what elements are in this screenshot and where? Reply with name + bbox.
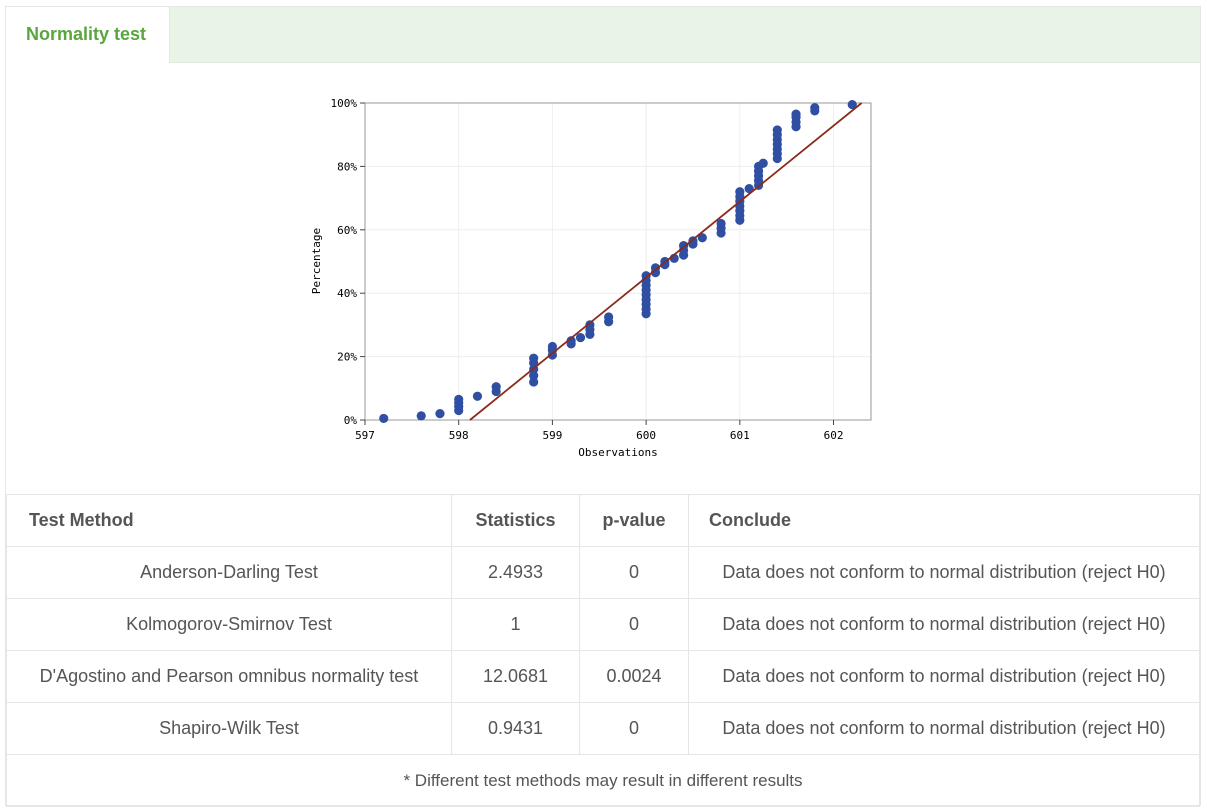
cell-method: Kolmogorov-Smirnov Test xyxy=(6,598,452,651)
data-point xyxy=(735,187,745,197)
y-tick-label: 0% xyxy=(344,414,358,427)
grid xyxy=(364,102,871,421)
table-row: Anderson-Darling Test 2.4933 0 Data does… xyxy=(6,546,1200,599)
data-point xyxy=(604,312,614,322)
cell-method: D'Agostino and Pearson omnibus normality… xyxy=(6,650,452,703)
cell-method: Shapiro-Wilk Test xyxy=(6,702,452,755)
data-point xyxy=(641,271,651,281)
data-point xyxy=(697,233,707,243)
data-point xyxy=(791,109,801,119)
cell-statistics: 0.9431 xyxy=(451,702,580,755)
cell-p-value: 0 xyxy=(579,598,689,651)
cell-p-value: 0 xyxy=(579,546,689,599)
tab-bar: Normality test xyxy=(6,7,1200,63)
data-point xyxy=(575,332,586,343)
data-point xyxy=(585,320,595,330)
data-point xyxy=(529,377,539,387)
header-test-method: Test Method xyxy=(6,494,452,547)
data-point xyxy=(744,183,754,194)
table-row: Kolmogorov-Smirnov Test 1 0 Data does no… xyxy=(6,598,1200,651)
ticks: 597 598 599 600 601 602 0% 20% 40% 60% 80% 100% xyxy=(331,97,844,442)
table-row: D'Agostino and Pearson omnibus normality… xyxy=(6,650,1200,703)
x-tick-label: 597 xyxy=(355,429,375,442)
probability-plot-svg: 597 598 599 600 601 602 0% 20% 40% 60% 80% 100% Obs… xyxy=(310,97,872,459)
cell-conclude: Data does not conform to normal distribu… xyxy=(688,702,1200,755)
data-point xyxy=(772,125,782,135)
data-point xyxy=(810,103,820,113)
tab-normality-test[interactable]: Normality test xyxy=(6,7,170,63)
x-tick-label: 602 xyxy=(824,429,844,442)
cell-statistics: 12.0681 xyxy=(451,650,580,703)
cell-p-value: 0 xyxy=(579,702,689,755)
y-axis-label: Percentage xyxy=(310,228,323,294)
data-point xyxy=(758,158,768,168)
normality-plot: 597 598 599 600 601 602 0% 20% 40% 60% 80% 100% Obs… xyxy=(305,95,885,475)
results-table: Test Method Statistics p-value Conclude … xyxy=(6,494,1200,807)
fit-line-group xyxy=(469,102,863,421)
data-point xyxy=(416,411,426,421)
header-p-value: p-value xyxy=(579,494,689,547)
x-tick-label: 600 xyxy=(636,429,656,442)
y-tick-label: 100% xyxy=(331,97,358,110)
data-point xyxy=(454,394,464,404)
table-header-row: Test Method Statistics p-value Conclude xyxy=(6,494,1200,547)
y-tick-label: 60% xyxy=(337,224,357,237)
x-tick-label: 598 xyxy=(449,429,469,442)
header-statistics: Statistics xyxy=(451,494,580,547)
cell-method: Anderson-Darling Test xyxy=(6,546,452,599)
header-conclude: Conclude xyxy=(688,494,1200,547)
data-point xyxy=(379,413,389,424)
cell-statistics: 1 xyxy=(451,598,580,651)
y-tick-label: 40% xyxy=(337,287,357,300)
y-tick-label: 20% xyxy=(337,351,357,364)
cell-conclude: Data does not conform to normal distribu… xyxy=(688,598,1200,651)
data-point xyxy=(529,353,539,363)
data-point xyxy=(566,336,576,346)
cell-conclude: Data does not conform to normal distribu… xyxy=(688,546,1200,599)
data-point xyxy=(847,99,857,110)
data-points xyxy=(379,99,857,424)
table-row: Shapiro-Wilk Test 0.9431 0 Data does not… xyxy=(6,702,1200,755)
cell-conclude: Data does not conform to normal distribu… xyxy=(688,650,1200,703)
fit-line xyxy=(469,102,863,421)
data-point xyxy=(716,218,726,229)
table-note: * Different test methods may result in d… xyxy=(6,754,1200,807)
normality-panel: Normality test 597 598 599 600 601 602 0% 20% 40… xyxy=(5,6,1201,807)
data-point xyxy=(435,409,445,419)
x-tick-label: 599 xyxy=(542,429,562,442)
x-axis-label: Observations xyxy=(578,446,657,459)
data-point xyxy=(650,263,661,273)
y-tick-label: 80% xyxy=(337,160,357,173)
cell-statistics: 2.4933 xyxy=(451,546,580,599)
cell-p-value: 0.0024 xyxy=(579,650,689,703)
data-point xyxy=(491,382,501,392)
data-point xyxy=(472,391,483,401)
data-point xyxy=(547,341,558,352)
plot-frame xyxy=(364,102,872,421)
table-note-row: * Different test methods may result in d… xyxy=(6,754,1200,807)
x-tick-label: 601 xyxy=(730,429,750,442)
data-point xyxy=(529,371,539,381)
